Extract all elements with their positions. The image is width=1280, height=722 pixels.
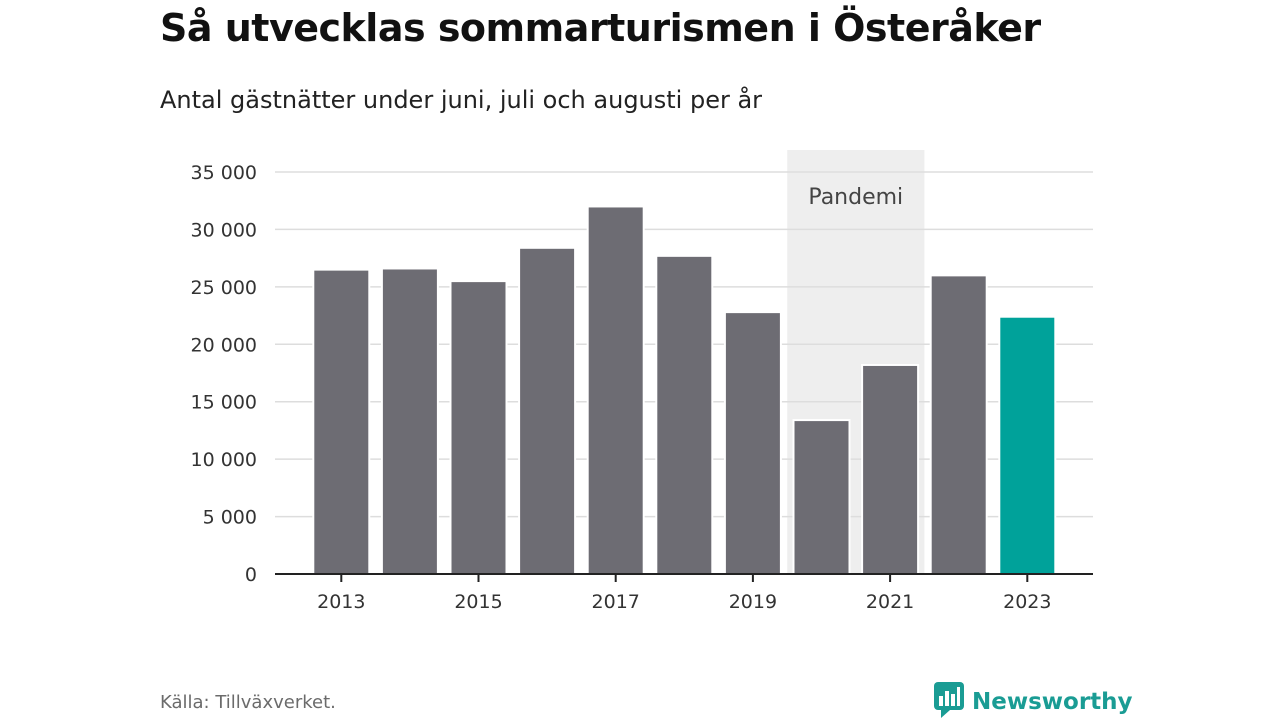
y-tick-label: 20 000 bbox=[191, 334, 257, 356]
bar-2013 bbox=[312, 268, 371, 575]
y-tick-label: 25 000 bbox=[191, 277, 257, 299]
x-tick-label: 2019 bbox=[729, 591, 777, 613]
bar-2016 bbox=[518, 246, 577, 575]
x-tick-label: 2023 bbox=[1003, 591, 1051, 613]
x-tick-label: 2021 bbox=[866, 591, 914, 613]
y-tick-label: 35 000 bbox=[191, 162, 257, 184]
newsworthy-logo-icon bbox=[934, 682, 964, 722]
bar-2020 bbox=[792, 419, 851, 575]
x-tick-label: 2015 bbox=[454, 591, 502, 613]
source-note: Källa: Tillväxverket. bbox=[160, 692, 336, 713]
y-tick-label: 15 000 bbox=[191, 392, 257, 414]
bar-2017 bbox=[586, 205, 645, 575]
y-tick-label: 30 000 bbox=[191, 219, 257, 241]
x-tick-label: 2017 bbox=[592, 591, 640, 613]
chart-title: Så utvecklas sommarturismen i Österåker bbox=[160, 6, 1041, 50]
y-tick-label: 10 000 bbox=[191, 449, 257, 471]
y-tick-label: 5 000 bbox=[203, 507, 257, 529]
shaded-region-label: Pandemi bbox=[808, 185, 903, 210]
chart-subtitle: Antal gästnätter under juni, juli och au… bbox=[160, 86, 763, 114]
x-tick-label: 2013 bbox=[317, 591, 365, 613]
brand-name: Newsworthy bbox=[972, 689, 1133, 715]
bar-2018 bbox=[655, 254, 714, 576]
y-tick-label: 0 bbox=[245, 564, 257, 586]
bar-2022 bbox=[929, 274, 988, 575]
bar-2014 bbox=[380, 267, 439, 575]
brand-logo: Newsworthy bbox=[934, 682, 1133, 722]
bar-2015 bbox=[449, 280, 508, 575]
bar-2019 bbox=[723, 311, 782, 575]
bar-2021 bbox=[861, 363, 920, 575]
bar-2023 bbox=[998, 315, 1057, 575]
